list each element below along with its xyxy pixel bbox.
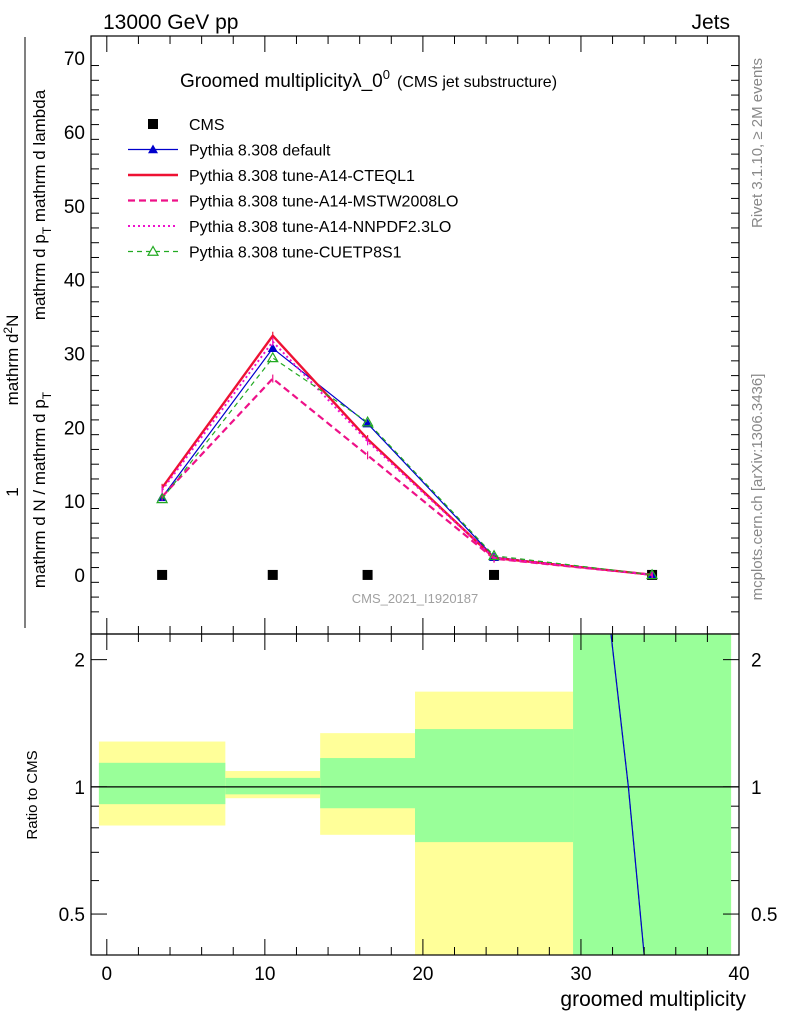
main-y-tick-label: 60 <box>64 123 85 144</box>
main-y-tick-label: 40 <box>64 271 85 292</box>
ratio-plot-frame <box>90 633 740 956</box>
cuetp8s1-data-point <box>487 549 501 561</box>
series-layer <box>156 331 659 580</box>
cms-data-point <box>362 569 373 580</box>
ratio-lines <box>91 633 739 956</box>
ratio-y-tick-label-left: 0.5 <box>59 905 85 926</box>
main-axis-ticks <box>91 36 740 634</box>
ratio-y-tick-label-right: 2 <box>751 651 762 672</box>
x-tick-label: 40 <box>728 964 749 985</box>
main-y-tick-label: 0 <box>74 566 85 587</box>
main-title: Groomed multiplicityλ_00 (CMS jet substru… <box>180 67 557 92</box>
legend-entry-label: Pythia 8.308 default <box>189 143 331 160</box>
ratio-y-tick-label-left: 2 <box>74 651 85 672</box>
ratio-axis-ticks <box>91 634 740 956</box>
legend-entry-label: Pythia 8.308 tune-A14-MSTW2008LO <box>189 194 458 211</box>
series-line-5 <box>161 357 653 576</box>
ratio-y-tick-label-left: 1 <box>74 778 85 799</box>
main-y-tick-label: 70 <box>64 49 85 70</box>
analysis-id: CMS_2021_I1920187 <box>352 591 479 606</box>
ratio-line-default <box>610 633 645 956</box>
main-y-tick-labels: 0 10 20 30 40 50 60 70 <box>64 49 85 587</box>
x-tick-label: 10 <box>254 964 275 985</box>
ylabel-one: 1 <box>3 487 22 496</box>
ylabel-denominator: mathrm d p <box>30 234 49 320</box>
main-y-tick-label: 30 <box>64 344 85 365</box>
legend: CMS Pythia 8.308 default Pythia 8.308 tune… <box>128 117 458 262</box>
main-y-axis-label: mathrm d2N mathrm d pT mathrm d lambda 1… <box>1 37 54 628</box>
x-tick-label: 0 <box>102 964 113 985</box>
rivet-label: Rivet 3.1.10, ≥ 2M events <box>749 58 766 228</box>
legend-marker <box>146 245 160 256</box>
cuetp8s1-data-point <box>266 351 279 363</box>
cuetp8s1-data-point <box>361 415 374 427</box>
cms-data-point <box>489 569 500 580</box>
main-title-text: Groomed multiplicityλ_0 <box>180 71 383 92</box>
main-y-tick-label: 20 <box>64 418 85 439</box>
x-tick-labels: 0 10 20 30 40 <box>102 964 750 985</box>
svg-text:mathrm d pT mathrm d lambda: mathrm d pT mathrm d lambda <box>30 89 54 320</box>
series-line-1 <box>161 347 653 576</box>
ylabel-denominator-end: mathrm d lambda <box>30 89 49 227</box>
main-y-tick-label: 10 <box>64 492 85 513</box>
legend-entry-label: Pythia 8.308 tune-A14-NNPDF2.3LO <box>189 219 451 236</box>
cms-data-point <box>267 569 278 580</box>
ratio-y-tick-label-right: 1 <box>751 778 762 799</box>
ratio-y-tick-labels: 0.5 0.5 1 1 2 2 <box>59 651 778 926</box>
series-line-4 <box>161 340 653 576</box>
ratio-band-inner-3 <box>415 729 574 843</box>
svg-text:mathrm d N / mathrm d pT: mathrm d N / mathrm d pT <box>30 391 54 588</box>
main-y-tick-label: 50 <box>64 197 85 218</box>
x-tick-label: 30 <box>570 964 591 985</box>
x-tick-label: 20 <box>412 964 433 985</box>
series-line-3 <box>161 377 653 576</box>
ylabel-norm-sub: T <box>40 391 54 399</box>
ylabel-numerator: mathrm d <box>3 334 22 406</box>
energy-label: 13000 GeV pp <box>103 11 238 34</box>
ratio-bands <box>98 634 732 955</box>
main-subtitle: (CMS jet substructure) <box>397 74 557 91</box>
default-data-point <box>267 343 278 353</box>
ratio-y-axis-label: Ratio to CMS <box>24 750 41 839</box>
main-title-superscript: 0 <box>383 67 390 82</box>
ratio-band-inner-1 <box>225 777 321 795</box>
ratio-band-inner-4 <box>573 634 732 955</box>
cuetp8s1-data-point <box>646 568 659 580</box>
legend-entry-label: Pythia 8.308 tune-A14-CTEQL1 <box>189 168 415 185</box>
ylabel-norm: mathrm d N / mathrm d p <box>30 399 49 588</box>
ylabel-denominator-sub: T <box>40 226 54 234</box>
ratio-y-tick-label-right: 0.5 <box>751 905 777 926</box>
legend-marker-cms <box>148 119 158 129</box>
legend-marker <box>148 144 158 154</box>
mcplots-label: mcplots.cern.ch [arXiv:1306.3436] <box>749 374 766 601</box>
svg-text:mathrm d2N: mathrm d2N <box>1 315 22 406</box>
cuetp8s1-data-point <box>156 492 169 504</box>
x-axis-label: groomed multiplicity <box>560 988 746 1011</box>
legend-entry-label: Pythia 8.308 tune-CUETP8S1 <box>189 245 402 262</box>
series-line-2 <box>161 334 653 576</box>
cms-data-point <box>157 569 168 580</box>
ylabel-numerator-sup: 2 <box>1 327 15 334</box>
ylabel-numerator-end: N <box>3 315 22 327</box>
process-label: Jets <box>691 11 730 34</box>
ratio-band-inner-0 <box>98 762 226 805</box>
legend-entry-label: CMS <box>189 117 225 134</box>
ratio-band-inner-2 <box>320 758 415 809</box>
